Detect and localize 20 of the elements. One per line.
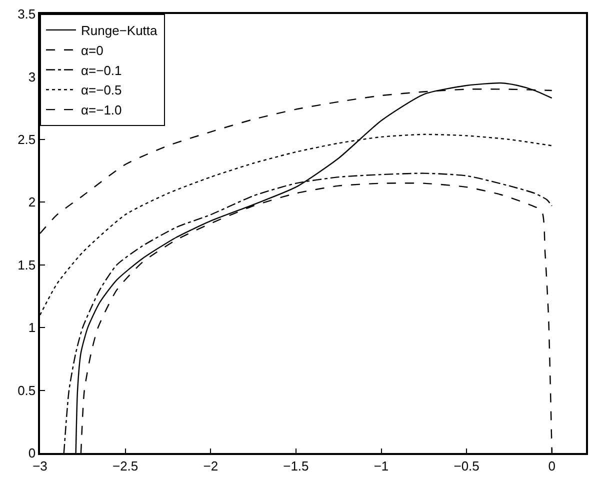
x-tick-label: −0.5 — [454, 458, 480, 474]
x-tick-label: −2.5 — [112, 458, 138, 474]
x-tick-label: 0 — [548, 458, 556, 474]
y-tick-label: 1 — [28, 320, 36, 336]
x-tick-label: −2 — [203, 458, 218, 474]
y-tick-label: 3 — [28, 69, 36, 84]
legend-label: Runge−Kutta — [81, 23, 158, 38]
x-tick-label: −1.5 — [283, 458, 309, 474]
legend-label: α=0 — [81, 42, 104, 58]
y-tick-label: 0 — [28, 446, 36, 461]
x-tick-label: −1 — [374, 458, 389, 474]
legend-label: α=−0.5 — [81, 82, 122, 98]
y-tick-label: 0.5 — [18, 382, 36, 398]
y-tick-label: 2.5 — [18, 132, 36, 147]
y-tick-label: 2 — [28, 194, 36, 210]
x-tick-label: −3 — [32, 458, 48, 474]
legend-label: α=−0.1 — [81, 62, 122, 78]
legend-label: α=−1.0 — [81, 102, 122, 118]
y-tick-label: 1.5 — [18, 257, 36, 272]
y-tick-label: 3.5 — [18, 6, 36, 22]
